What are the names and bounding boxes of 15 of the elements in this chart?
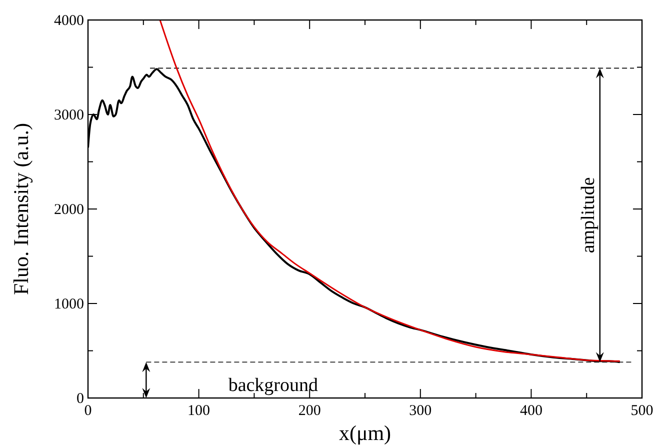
y-tick-label: 3000	[54, 108, 84, 124]
annotation: amplitude	[578, 177, 599, 254]
y-tick-label: 1000	[54, 296, 84, 312]
x-tick-label: 100	[188, 403, 210, 419]
x-axis-title: x(μm)	[338, 421, 392, 445]
x-tick-label: 500	[630, 403, 654, 419]
x-tick-label: 200	[298, 403, 321, 419]
y-tick-label: 0	[76, 391, 84, 407]
x-tick-label: 400	[520, 403, 542, 419]
y-tick-label: 4000	[54, 13, 84, 29]
x-tick-label: 300	[409, 403, 432, 419]
y-tick-label: 2000	[54, 202, 84, 218]
line-series	[159, 20, 621, 362]
y-axis-title: Fluo. Intensity (a.u.)	[9, 122, 33, 296]
annotation: background	[228, 375, 319, 396]
